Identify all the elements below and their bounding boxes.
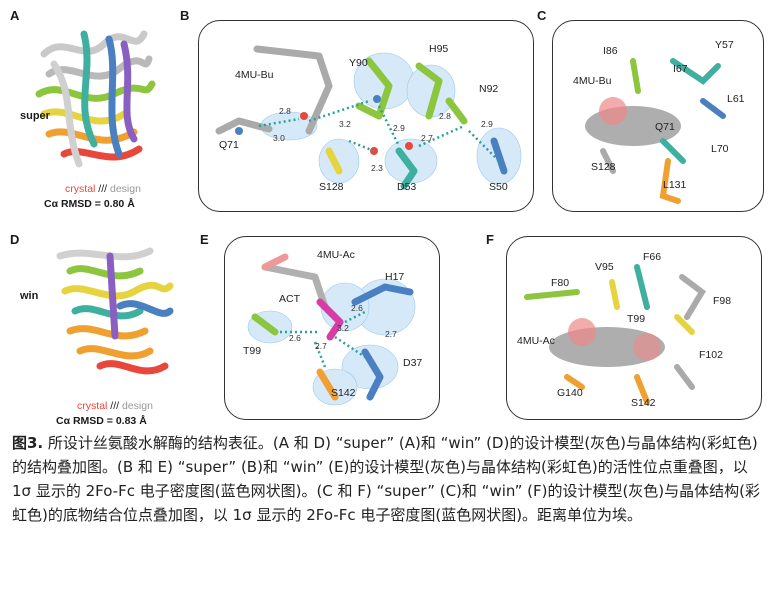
label-s142: S142 bbox=[331, 387, 356, 399]
label-i67: I67 bbox=[673, 63, 688, 75]
label-f66: F66 bbox=[643, 251, 662, 263]
legend-crystal: crystal bbox=[65, 183, 96, 195]
dist-3: 3.2 bbox=[339, 119, 351, 129]
rmsd-a: Cα RMSD = 0.80 Å bbox=[44, 198, 135, 210]
rmsd-d: Cα RMSD = 0.83 Å bbox=[56, 415, 147, 427]
label-s128: S128 bbox=[319, 181, 344, 193]
figure-label: 图3. bbox=[12, 434, 44, 452]
dist-e2: 2.6 bbox=[351, 303, 363, 313]
dist-7: 2.9 bbox=[481, 119, 493, 129]
legend-sep: /// bbox=[95, 183, 110, 195]
label-h95: H95 bbox=[429, 43, 449, 55]
label-n92: N92 bbox=[479, 83, 499, 95]
panel-letter-d: D bbox=[10, 232, 20, 247]
label-t99: T99 bbox=[243, 345, 262, 357]
label-4mu-ac: 4MU-Ac bbox=[317, 249, 355, 261]
legend-sep-d: /// bbox=[107, 400, 122, 412]
dist-e1: 2.6 bbox=[289, 333, 301, 343]
label-v95: V95 bbox=[595, 261, 614, 273]
binding-site-drawing-f bbox=[524, 264, 706, 405]
label-f102: F102 bbox=[699, 349, 723, 361]
panel-letter-b: B bbox=[180, 8, 190, 23]
binding-site-box-c: I86 Y57 I67 4MU-Bu L61 Q71 S128 L70 L131 bbox=[552, 20, 764, 212]
active-site-box-e: 4MU-Ac H17 ACT T99 D37 S142 2.6 2.6 3.2 … bbox=[224, 236, 440, 420]
figure-caption: 图3. 所设计丝氨酸水解酶的结构表征。(A 和 D) “super” (A)和 … bbox=[12, 431, 760, 527]
label-s128-c: S128 bbox=[591, 161, 616, 173]
dist-5: 2.7 bbox=[421, 133, 433, 143]
label-t99-f: T99 bbox=[627, 313, 646, 325]
panel-letter-e: E bbox=[200, 232, 209, 247]
label-4mu-bu: 4MU-Bu bbox=[235, 69, 274, 81]
legend-design: design bbox=[109, 183, 141, 195]
label-g140: G140 bbox=[557, 387, 583, 399]
legend-a: crystal /// design bbox=[38, 183, 168, 195]
binding-site-box-f: V95 F66 F80 F98 T99 4MU-Ac F102 G140 S14… bbox=[506, 236, 762, 420]
active-site-box-b: 4MU-Bu Y90 H95 N92 Q71 S128 D53 S50 2.8 … bbox=[198, 20, 534, 212]
binding-site-drawing-c bbox=[585, 58, 726, 204]
label-d37: D37 bbox=[403, 357, 423, 369]
label-q71: Q71 bbox=[219, 139, 239, 151]
panel-letter-f: F bbox=[486, 232, 494, 247]
legend-d: crystal /// design bbox=[50, 400, 180, 412]
label-l61: L61 bbox=[727, 93, 745, 105]
protein-superposition-win bbox=[56, 247, 174, 375]
dist-2: 3.0 bbox=[273, 133, 285, 143]
legend-design-d: design bbox=[121, 400, 153, 412]
label-d53: D53 bbox=[397, 181, 417, 193]
label-super: super bbox=[20, 110, 50, 122]
label-act: ACT bbox=[279, 293, 300, 305]
label-l131: L131 bbox=[663, 179, 687, 191]
label-i86: I86 bbox=[603, 45, 618, 57]
active-site-drawing-e bbox=[247, 253, 416, 406]
panel-letter-c: C bbox=[537, 8, 547, 23]
label-f98: F98 bbox=[713, 295, 732, 307]
label-f80: F80 bbox=[551, 277, 570, 289]
label-win: win bbox=[20, 290, 39, 302]
label-4mu-ac-f: 4MU-Ac bbox=[517, 335, 555, 347]
dist-e5: 2.7 bbox=[385, 329, 397, 339]
caption-text: 所设计丝氨酸水解酶的结构表征。(A 和 D) “super” (A)和 “win… bbox=[12, 434, 760, 524]
label-s142-f: S142 bbox=[631, 397, 656, 409]
dist-1: 2.8 bbox=[279, 106, 291, 116]
dist-6: 2.8 bbox=[439, 111, 451, 121]
label-l70: L70 bbox=[711, 143, 729, 155]
dist-e3: 3.2 bbox=[337, 323, 349, 333]
label-y90: Y90 bbox=[349, 57, 368, 69]
legend-crystal-d: crystal bbox=[77, 400, 108, 412]
dist-8: 2.3 bbox=[371, 163, 383, 173]
label-h17: H17 bbox=[385, 271, 405, 283]
dist-4: 2.9 bbox=[393, 123, 405, 133]
protein-superposition-super bbox=[35, 30, 156, 168]
label-4mu-bu-c: 4MU-Bu bbox=[573, 75, 612, 87]
label-q71-c: Q71 bbox=[655, 121, 675, 133]
dist-e4: 2.7 bbox=[315, 341, 327, 351]
active-site-drawing-b bbox=[215, 45, 522, 190]
panel-letter-a: A bbox=[10, 8, 20, 23]
label-s50: S50 bbox=[489, 181, 508, 193]
label-y57: Y57 bbox=[715, 39, 734, 51]
